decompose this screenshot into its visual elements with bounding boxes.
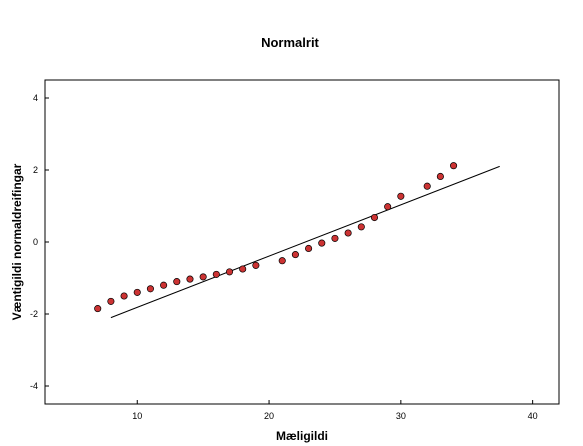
- data-points: [94, 162, 458, 313]
- x-axis-label: Mæligildi: [276, 429, 328, 443]
- y-tick-label: -2: [30, 309, 38, 319]
- data-point: [305, 244, 313, 253]
- data-point: [318, 239, 326, 247]
- y-tick-label: 0: [33, 237, 38, 247]
- reference-line: [110, 165, 500, 319]
- y-tick-label: 4: [33, 93, 38, 103]
- data-point: [384, 203, 392, 211]
- y-axis-label: Væntigildi normaldreifingar: [10, 163, 24, 320]
- data-point: [107, 297, 115, 305]
- data-point: [331, 234, 339, 242]
- chart-title: Normalrit: [261, 35, 319, 50]
- data-point: [239, 265, 247, 273]
- y-tick-label: -4: [30, 381, 38, 391]
- data-point: [146, 285, 154, 293]
- data-point: [160, 281, 168, 289]
- data-point: [450, 162, 458, 170]
- x-tick-label: 40: [528, 411, 538, 421]
- data-point: [344, 229, 352, 237]
- x-tick-label: 20: [264, 411, 274, 421]
- plot-frame: [44, 79, 560, 405]
- data-point: [370, 213, 379, 222]
- data-point: [186, 275, 194, 283]
- data-point: [397, 192, 405, 200]
- data-point: [252, 261, 260, 269]
- x-tick-label: 10: [132, 411, 142, 421]
- data-point: [212, 270, 220, 278]
- data-point: [199, 273, 207, 281]
- data-point: [357, 223, 365, 231]
- data-point: [120, 292, 128, 300]
- data-point: [436, 172, 444, 181]
- axis-ticks: 10 20 30 40 -4 -2 0 2 4: [30, 93, 538, 421]
- data-point: [423, 182, 431, 190]
- y-tick-label: 2: [33, 165, 38, 175]
- data-point: [278, 257, 286, 265]
- data-point: [173, 278, 181, 286]
- data-point: [291, 251, 299, 259]
- data-point: [94, 305, 102, 313]
- data-point: [133, 288, 141, 296]
- x-tick-label: 30: [396, 411, 406, 421]
- data-point: [225, 268, 234, 276]
